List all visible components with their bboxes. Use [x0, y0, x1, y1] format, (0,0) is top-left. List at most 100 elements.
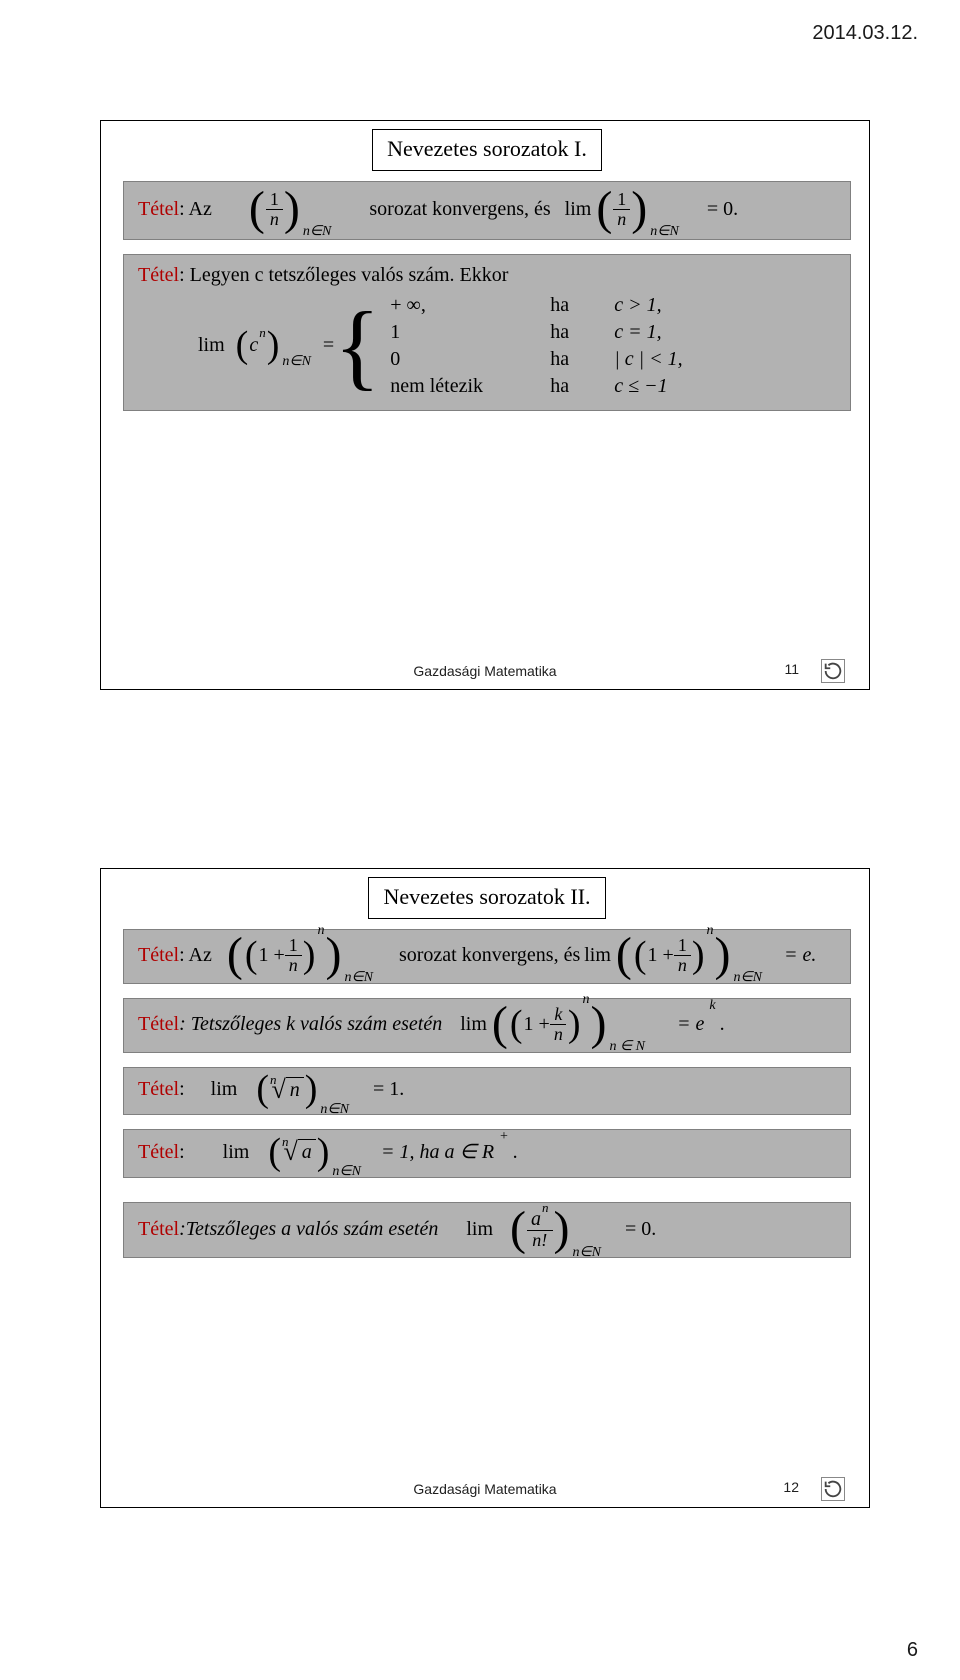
tetel-label: Tétel: [138, 1141, 179, 1163]
result-base: = e: [677, 1012, 704, 1037]
s2p1-result: = e.: [784, 943, 816, 968]
s2p1-outer2: ( ( 1 + 1n ) n ) n∈N: [615, 936, 762, 975]
inner-plus: 1 +: [648, 943, 674, 968]
frac-den: n: [674, 956, 691, 975]
s2p4-result: = 1, ha a ∈ R: [381, 1140, 494, 1165]
frac-num: 1: [674, 936, 691, 956]
result-tail: .: [720, 1012, 725, 1037]
s2p4-seq: ( n√a ) n∈N: [267, 1136, 361, 1169]
slide2-panel3: Tétel: lim ( n√n ) n∈N = 1.: [123, 1067, 851, 1116]
case-cond: c > 1,: [610, 292, 730, 319]
seq-sub: n∈N: [650, 223, 679, 241]
seq-sub: n∈N: [332, 1163, 361, 1181]
frac-num-base: a: [531, 1209, 541, 1230]
seq-sub: n∈N: [282, 353, 311, 371]
lim: lim: [460, 1012, 487, 1037]
tetel-label: Tétel: [138, 1218, 179, 1240]
slide-frame-1: Nevezetes sorozatok I. Tétel: Az ( 1n ) …: [100, 120, 870, 690]
s1p1-result: = 0.: [707, 197, 738, 222]
inner-plus: 1 +: [524, 1012, 550, 1037]
frac-den: n: [285, 956, 302, 975]
case-val: + ∞,: [386, 292, 546, 319]
slide1-footer: Gazdasági Matematika 11: [101, 663, 869, 679]
result-exp: k: [709, 997, 715, 1015]
case-val: nem létezik: [386, 373, 546, 400]
slide2-panel2: Tétel: Tetszőleges k valós szám esetén l…: [123, 998, 851, 1053]
result-sup: +: [499, 1128, 508, 1146]
frac-num-exp: n: [542, 1201, 549, 1215]
cases-grid: + ∞,hac > 1, 1hac = 1, 0ha| c | < 1, nem…: [386, 292, 730, 400]
frac-num: 1: [285, 936, 302, 956]
frac-den: n: [550, 1025, 567, 1044]
lim: lim: [211, 1077, 238, 1102]
s2p2-outer: ( ( 1 + kn ) n ) n ∈ N: [491, 1005, 645, 1044]
inner-plus: 1 +: [259, 943, 285, 968]
refresh-icon[interactable]: [821, 659, 845, 683]
root-rad: a: [298, 1139, 316, 1165]
lim: lim: [565, 197, 592, 222]
slide2-title: Nevezetes sorozatok II.: [368, 877, 605, 919]
tetel-label: Tétel: [138, 1078, 179, 1100]
result-tail: .: [513, 1140, 518, 1165]
root-rad: n: [286, 1077, 304, 1103]
s2p1-mid: sorozat konvergens, és: [399, 943, 580, 968]
frac-den: n: [266, 210, 283, 229]
slide2-panel5: Tétel:Tetszőleges a valós szám esetén li…: [123, 1202, 851, 1259]
lim: lim: [466, 1217, 493, 1242]
s2p3-result: = 1.: [373, 1077, 404, 1102]
s1p2-text: : Legyen c tetszőleges valós szám. Ekkor: [179, 264, 508, 286]
slide1-title: Nevezetes sorozatok I.: [372, 129, 602, 171]
lim: lim: [584, 943, 611, 968]
seq-sub: n∈N: [733, 969, 762, 987]
footer-text: Gazdasági Matematika: [413, 1481, 556, 1497]
tetel-label: Tétel: [138, 1013, 179, 1035]
slide2-panel4: Tétel: lim ( n√a ) n∈N = 1, ha a ∈ R + .: [123, 1129, 851, 1178]
s2p5-result: = 0.: [625, 1217, 656, 1242]
s2p2-text: : Tetszőleges k valós szám esetén: [179, 1013, 442, 1035]
s2p1-outer: ( ( 1 + 1n ) n ) n∈N: [226, 936, 373, 975]
lim: lim: [223, 1140, 250, 1165]
c-exp: n: [259, 325, 266, 341]
slide2-panel1: Tétel: Az ( ( 1 + 1n ) n ) n∈N soro: [123, 929, 851, 984]
s1p1-seq2: ( 1n ) n∈N: [595, 190, 679, 229]
eq: =: [323, 333, 334, 358]
tetel-label: Tétel: [138, 944, 179, 966]
case-cond: c ≤ −1: [610, 373, 730, 400]
case-val: 0: [386, 346, 546, 373]
seq-sub: n∈N: [303, 223, 332, 241]
colon: :: [179, 1141, 185, 1163]
c-base: c: [249, 333, 258, 358]
slide2-pagenum: 12: [783, 1479, 799, 1495]
case-val: 1: [386, 319, 546, 346]
case-ha: ha: [546, 346, 610, 373]
root-deg: n: [270, 1072, 277, 1088]
case-cond: | c | < 1,: [610, 346, 730, 373]
outer-exp: n: [582, 991, 589, 1009]
frac-den: n!: [528, 1231, 551, 1250]
frac-num: k: [550, 1005, 566, 1025]
refresh-icon[interactable]: [821, 1477, 845, 1501]
seq-sub: n∈N: [344, 969, 373, 987]
seq-sub: n∈N: [320, 1101, 349, 1119]
s2p3-seq: ( n√n ) n∈N: [255, 1074, 349, 1107]
seq-sub: n ∈ N: [609, 1038, 645, 1056]
slide2-footer: Gazdasági Matematika 12: [101, 1481, 869, 1497]
s2p5-text: :Tetszőleges a valós szám esetén: [179, 1218, 438, 1240]
page-number: 6: [907, 1639, 918, 1662]
seq-sub: n∈N: [572, 1244, 601, 1262]
frac-num: 1: [613, 190, 630, 210]
s1p1-mid: sorozat konvergens, és: [369, 197, 550, 222]
case-ha: ha: [546, 373, 610, 400]
s1p2-seq: ( cn ) n∈N: [235, 333, 311, 358]
slide-frame-2: Nevezetes sorozatok II. Tétel: Az ( ( 1 …: [100, 868, 870, 1508]
slide1-pagenum: 11: [784, 661, 799, 677]
s2p1-before: : Az: [179, 944, 212, 966]
outer-exp: n: [317, 922, 324, 940]
footer-text: Gazdasági Matematika: [413, 663, 556, 679]
frac-den: n: [613, 210, 630, 229]
slide1-panel2: Tétel: Legyen c tetszőleges valós szám. …: [123, 254, 851, 411]
slide2-title-wrap: Nevezetes sorozatok II.: [123, 875, 851, 919]
brace: {: [334, 317, 386, 375]
page: 2014.03.12. 6 Nevezetes sorozatok I. Tét…: [0, 0, 960, 1680]
s1p1-before: : Az: [179, 198, 212, 220]
